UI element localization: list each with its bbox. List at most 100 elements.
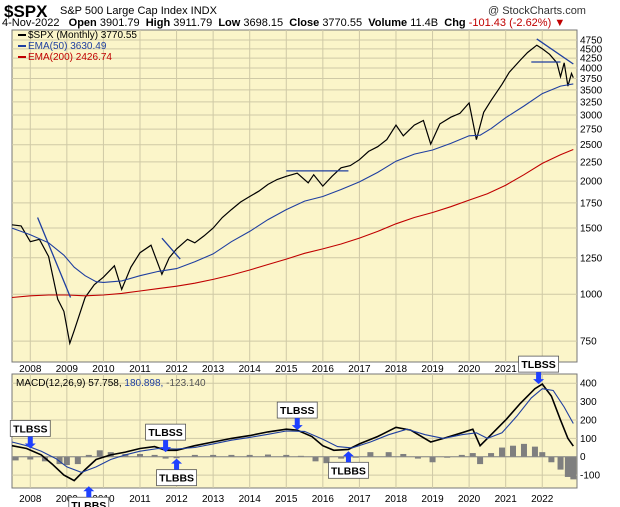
annotations: TLBSS TLBSS TLBBS TLBSS TLBBS TLBSS TLBBS (9, 355, 560, 507)
histogram-bar (283, 454, 290, 457)
chg-down-arrow-icon: ▼ (554, 17, 566, 29)
series-line-ema50 (11, 83, 574, 283)
histogram-bar (458, 454, 465, 457)
annotation-arrow-icon (342, 451, 354, 463)
y-tick-label: 4000 (580, 64, 603, 75)
x-tick-label: 2020 (458, 364, 481, 375)
histogram-bar (499, 447, 506, 457)
x-tick-label: 2017 (348, 494, 371, 505)
x-tick-label: 2012 (165, 364, 188, 375)
legend-entry: EMA(50) 3630.49 (28, 41, 107, 52)
histogram-bar (191, 454, 198, 457)
series-line-price (11, 44, 574, 346)
histogram-bar (548, 456, 555, 463)
histogram-bar (74, 456, 81, 465)
macd-legend-part: MACD(12,26,9) (16, 378, 88, 389)
histogram-bar (367, 452, 374, 457)
x-tick-label: 2014 (239, 494, 262, 505)
x-tick-label: 2020 (458, 494, 481, 505)
trendline (536, 38, 574, 65)
histogram-bar (338, 456, 345, 459)
x-tick-label: 2016 (312, 364, 335, 375)
histogram-bar (151, 454, 158, 457)
x-tick-label: 2019 (421, 364, 444, 375)
x-tick-label: 2015 (275, 364, 298, 375)
stats-high-label: High (145, 17, 171, 29)
y-tick-label: 3500 (580, 85, 603, 96)
stats-volume: 11.4B (410, 17, 439, 29)
y-tick-label: 3000 (580, 110, 603, 121)
x-tick-label: 2018 (385, 364, 408, 375)
y-tick-label: 400 (580, 379, 597, 390)
x-tick-label: 2011 (129, 364, 151, 375)
series-line-ema200 (11, 148, 574, 299)
histogram-bar (429, 456, 436, 463)
y-tick-label: 200 (580, 415, 597, 426)
stats-open: 3901.79 (99, 17, 140, 29)
histogram-bar (41, 456, 48, 462)
histogram-bar (264, 454, 271, 457)
trendline (36, 217, 72, 298)
y-tick-label: 750 (580, 337, 597, 348)
histogram-bar (96, 450, 103, 457)
annotation-label: TLBSS (13, 423, 47, 435)
histogram-bar (400, 453, 407, 457)
annotation-arrow-icon (171, 458, 183, 470)
histogram-bar (414, 456, 421, 459)
annotation-label: TLBSS (280, 405, 314, 417)
x-tick-label: 2015 (275, 494, 298, 505)
macd-legend-part: 57.758, (88, 378, 124, 389)
histogram-bar (323, 456, 330, 464)
stats-chg-label: Chg (444, 17, 466, 29)
histogram-bar (56, 456, 63, 465)
histogram-bar (557, 456, 564, 470)
histogram-bar (63, 456, 70, 466)
y-tick-label: 2750 (580, 125, 603, 136)
x-tick-label: 2022 (531, 494, 554, 505)
y-tick-label: 1500 (580, 224, 603, 235)
y-tick-label: 1250 (580, 253, 603, 264)
stats-volume-label: Volume (368, 17, 408, 29)
histogram-bar (520, 443, 527, 457)
annotation-label: TLBSS (521, 359, 555, 371)
y-tick-label: 0 (580, 452, 586, 463)
histogram-bar (488, 453, 495, 457)
y-tick-label: 100 (580, 434, 597, 445)
y-tick-label: -100 (580, 471, 600, 482)
y-tick-label: 3750 (580, 74, 603, 85)
y-tick-label: 1000 (580, 290, 603, 301)
stats-low: 3698.15 (243, 17, 284, 29)
annotation-label: TLBBS (159, 473, 194, 485)
y-tick-label: 2000 (580, 177, 603, 188)
x-tick-label: 2008 (19, 494, 42, 505)
annotation-arrow-icon (24, 436, 36, 449)
legend-entry: $SPX (Monthly) 3770.55 (28, 30, 137, 41)
series-lines (11, 38, 577, 482)
histogram-bar (210, 454, 217, 457)
price-stats: 4-Nov-2022 Open 3901.79 High 3911.79 Low… (2, 17, 565, 29)
y-tick-label: 4750 (580, 35, 603, 46)
chart-ticker: $SPX (4, 2, 48, 21)
y-tick-label: 4500 (580, 44, 603, 55)
chart-description: S&P 500 Large Cap Index INDX (60, 5, 217, 17)
histogram-bar (228, 454, 235, 457)
histogram-bar (539, 452, 546, 457)
histogram-bar (246, 454, 253, 457)
annotation-arrow-icon (83, 486, 95, 498)
histogram-bar (385, 452, 392, 457)
x-tick-label: 2011 (129, 494, 151, 505)
legend-entry: EMA(200) 2426.74 (28, 52, 112, 63)
x-tick-label: 2013 (202, 364, 225, 375)
x-tick-label: 2021 (495, 494, 518, 505)
annotation-arrow-icon (291, 418, 303, 431)
x-tick-label: 2016 (312, 494, 335, 505)
series-line-macd (11, 383, 574, 482)
stats-date: 4-Nov-2022 (2, 17, 60, 29)
annotation-label: TLBBS (331, 465, 366, 477)
y-tick-label: 3250 (580, 97, 603, 108)
y-tick-label: 2250 (580, 157, 603, 168)
x-tick-label: 2009 (56, 364, 79, 375)
y-tick-label: 2500 (580, 140, 603, 151)
